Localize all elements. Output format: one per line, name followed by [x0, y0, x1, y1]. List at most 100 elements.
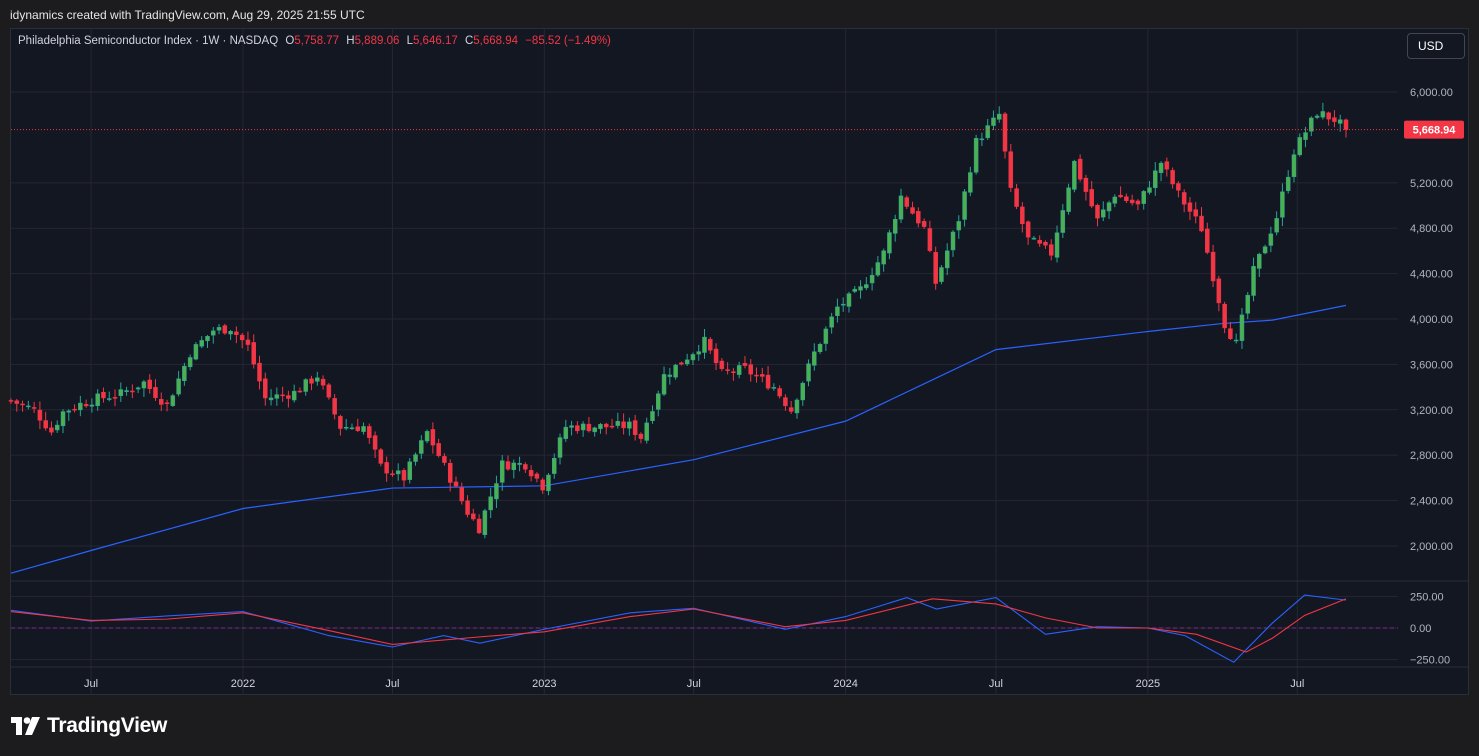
- candle-body: [771, 387, 777, 389]
- price-tick-label: 2,000.00: [1410, 541, 1453, 553]
- candle-body: [1268, 233, 1274, 246]
- candle-body: [390, 473, 395, 476]
- candle-body: [268, 397, 274, 401]
- candle-body: [835, 306, 840, 316]
- time-tick-label: 2024: [833, 678, 857, 690]
- candle-body: [1187, 202, 1193, 212]
- candle-body: [904, 197, 910, 207]
- candle-body: [1210, 251, 1216, 282]
- candle-body: [1228, 328, 1233, 339]
- tradingview-logo[interactable]: TradingView: [11, 714, 167, 738]
- candle-body: [592, 427, 597, 433]
- oscillator-tick-label: −250.00: [1410, 655, 1450, 667]
- candle-body: [840, 303, 846, 306]
- candle-body: [1170, 170, 1175, 185]
- candle-body: [239, 334, 245, 341]
- time-tick-label: 2023: [532, 678, 556, 690]
- candle-body: [754, 374, 759, 377]
- currency-button[interactable]: USD: [1407, 33, 1465, 59]
- candle-body: [303, 379, 308, 392]
- candle-body: [1077, 158, 1083, 180]
- candle-body: [517, 463, 522, 465]
- candle-body: [962, 191, 967, 220]
- price-tick-label: 4,000.00: [1410, 314, 1453, 326]
- candle-body: [1112, 196, 1118, 204]
- brand-text: TradingView: [47, 714, 168, 737]
- candle-body: [1193, 209, 1198, 217]
- caption-text: idynamics created with TradingView.com, …: [10, 8, 365, 22]
- candle-body: [349, 427, 355, 430]
- candle-body: [586, 423, 592, 432]
- candle-body: [713, 348, 719, 364]
- candle-body: [575, 425, 580, 432]
- candle-body: [407, 461, 413, 480]
- candle-body: [170, 395, 176, 406]
- candle-body: [1118, 194, 1123, 198]
- candle-body: [153, 387, 158, 398]
- candle-body: [118, 389, 124, 396]
- candle-body: [54, 424, 60, 431]
- candle-body: [944, 250, 950, 269]
- candle-body: [760, 374, 765, 377]
- candle-body: [14, 400, 20, 404]
- candle-body: [910, 207, 915, 214]
- candle-body: [263, 378, 268, 399]
- candle-body: [297, 390, 303, 393]
- candle-body: [1101, 209, 1106, 218]
- candle-body: [1153, 170, 1158, 188]
- candle-body: [956, 221, 962, 231]
- price-tick-label: 4,800.00: [1410, 223, 1453, 235]
- candle-body: [89, 404, 95, 407]
- candle-body: [551, 457, 557, 474]
- candle-body: [968, 172, 973, 193]
- candle-body: [979, 138, 985, 141]
- price-tick-label: 3,200.00: [1410, 405, 1453, 417]
- symbol-legend: Philadelphia Semiconductor Index · 1W · …: [18, 35, 611, 47]
- candle-body: [875, 262, 881, 276]
- candle-body: [1343, 119, 1349, 130]
- time-tick-label: Jul: [1290, 678, 1304, 690]
- candle-body: [43, 420, 48, 429]
- candle-body: [1037, 240, 1042, 244]
- candle-body: [864, 284, 869, 289]
- oscillator-fast-line: [10, 594, 1347, 663]
- candle-body: [656, 393, 661, 410]
- candle-body: [1233, 339, 1239, 342]
- candle-body: [1337, 119, 1343, 124]
- candle-body: [742, 363, 748, 366]
- candle-body: [1245, 294, 1250, 314]
- candle-body: [858, 286, 863, 291]
- candle-body: [430, 429, 436, 446]
- candle-body: [563, 426, 569, 439]
- candle-body: [1049, 244, 1054, 256]
- candle-body: [523, 464, 528, 470]
- candle-body: [1054, 232, 1060, 258]
- candle-body: [482, 510, 488, 535]
- candle-body: [985, 125, 990, 139]
- moving-average-line: [10, 304, 1347, 574]
- candle-body: [130, 390, 135, 393]
- candle-body: [1141, 191, 1146, 204]
- candle-body: [234, 331, 239, 335]
- candle-body: [1072, 160, 1077, 190]
- candle-body: [644, 422, 649, 441]
- candle-body: [1158, 162, 1164, 173]
- candle-body: [1135, 200, 1141, 205]
- caption-bar: idynamics created with TradingView.com, …: [0, 0, 1479, 28]
- candle-body: [228, 331, 233, 335]
- candle-body: [1095, 204, 1100, 219]
- candle-body: [286, 395, 291, 399]
- candle-body: [101, 391, 106, 399]
- candle-body: [291, 390, 297, 401]
- candle-body: [950, 231, 956, 251]
- candle-body: [1014, 188, 1019, 207]
- candle-body: [147, 379, 152, 389]
- time-tick-label: 2025: [1136, 678, 1160, 690]
- last-price-tag: [1404, 120, 1464, 139]
- candle-body: [1002, 113, 1008, 152]
- candle-body: [320, 378, 326, 386]
- candle-body: [211, 330, 216, 336]
- candle-body: [424, 431, 430, 442]
- candle-body: [1199, 215, 1204, 232]
